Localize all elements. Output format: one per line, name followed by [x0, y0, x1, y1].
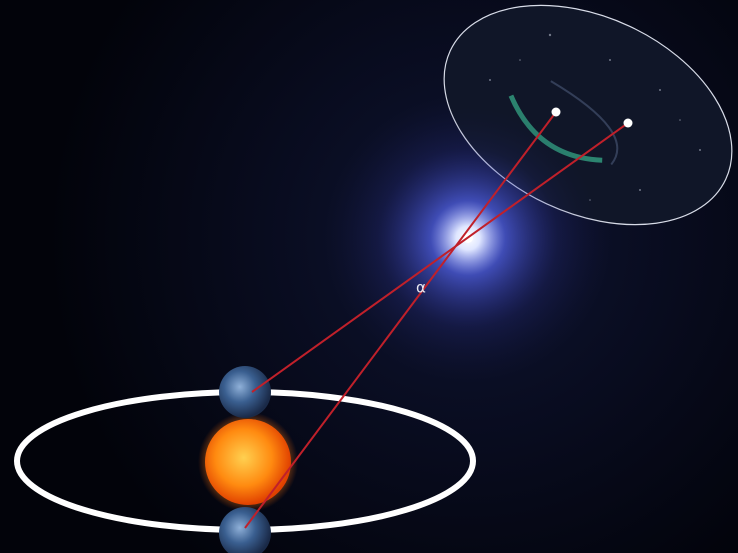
apparent-position-1 [552, 108, 561, 117]
earth-position-1 [219, 366, 271, 418]
parallax-diagram: α [0, 0, 738, 553]
sun [205, 419, 291, 505]
angle-label: α [416, 279, 426, 297]
page: {"labels": {"angle": "α"}} [0, 0, 738, 553]
apparent-position-2 [624, 119, 633, 128]
